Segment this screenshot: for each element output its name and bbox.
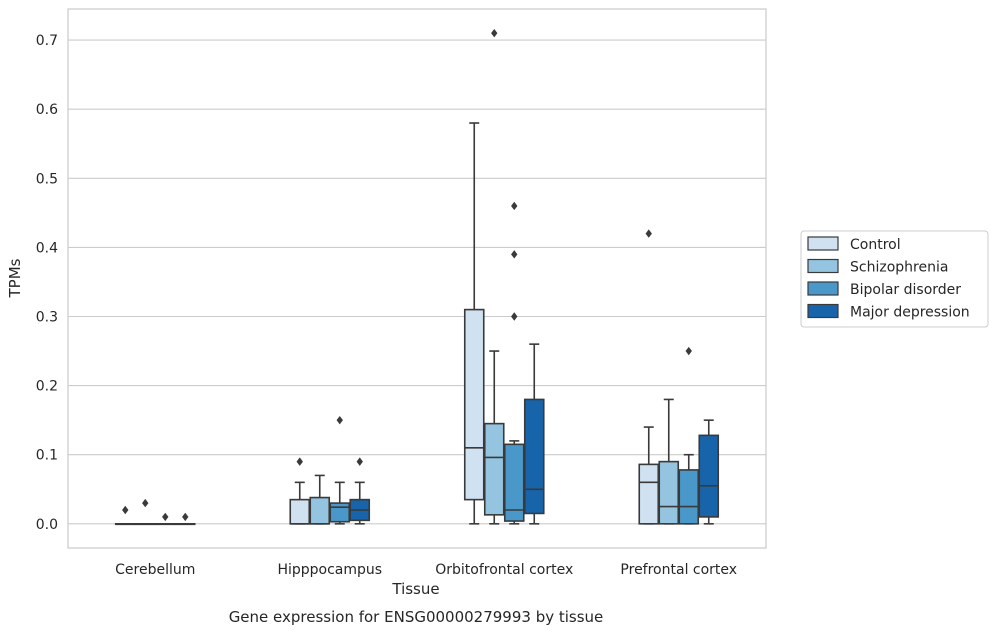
box-schizophrenia — [483, 28, 505, 525]
box-body — [503, 443, 525, 522]
box-body — [638, 463, 660, 525]
outlier-point — [296, 457, 303, 466]
outlier-point — [142, 498, 149, 508]
legend-label: Schizophrenia — [850, 260, 948, 276]
x-tick-labels: Cerebellum Hipppocampus Orbitofrontal cort… — [115, 562, 737, 578]
plot-frame — [67, 8, 767, 549]
outlier-point — [182, 512, 189, 522]
box-major-depression — [349, 457, 371, 525]
figure-caption: Gene expression for ENSG00000279993 by t… — [229, 608, 604, 626]
outlier-point — [511, 250, 518, 259]
outlier-point — [356, 457, 363, 466]
legend-swatch — [807, 236, 839, 251]
box-control — [463, 122, 485, 525]
y-tick-label: 0.4 — [36, 240, 58, 256]
outlier-point — [162, 512, 169, 522]
legend: Control Schizophrenia Bipolar disorder Majo… — [800, 230, 989, 328]
box-control — [114, 505, 136, 526]
box-control — [638, 229, 660, 525]
legend-label: Control — [850, 237, 901, 253]
outlier-point — [336, 415, 343, 425]
box-body — [309, 496, 331, 525]
box-bipolar-disorder — [503, 201, 525, 525]
outlier-point — [122, 505, 129, 515]
x-tick-label: Prefrontal cortex — [620, 562, 737, 578]
gridlines — [68, 39, 766, 525]
box-schizophrenia — [309, 474, 331, 525]
box-groups — [114, 28, 720, 526]
y-tick-label: 0.6 — [36, 102, 58, 118]
outlier-point — [685, 346, 692, 356]
y-tick-label: 0.5 — [36, 171, 58, 187]
box-major-depression — [174, 512, 196, 526]
box-control — [289, 457, 311, 525]
outlier-point — [491, 28, 498, 38]
box-body — [289, 498, 311, 525]
x-axis-label: Tissue — [391, 580, 439, 598]
y-tick-label: 0.2 — [36, 379, 58, 395]
box-body — [658, 460, 680, 525]
outlier-point — [511, 201, 518, 211]
box-bipolar-disorder — [154, 512, 176, 526]
box-body — [523, 398, 545, 515]
outlier-point — [511, 312, 518, 321]
box-major-depression — [523, 343, 545, 525]
box-bipolar-disorder — [678, 346, 700, 525]
y-tick-label: 0.3 — [36, 310, 58, 326]
box-body — [698, 434, 720, 518]
box-body — [678, 469, 700, 525]
legend-frame — [800, 230, 989, 328]
legend-label: Bipolar disorder — [850, 282, 961, 298]
legend-label: Major depression — [850, 305, 970, 321]
y-tick-labels: 0.0 0.1 0.2 0.3 0.4 0.5 0.6 0.7 — [36, 33, 58, 533]
x-tick-label: Cerebellum — [115, 562, 195, 578]
box-body — [329, 502, 351, 523]
x-tick-label: Hipppocampus — [277, 562, 382, 578]
y-tick-label: 0.0 — [36, 517, 58, 533]
box-schizophrenia — [134, 498, 156, 526]
legend-swatch — [807, 281, 839, 296]
box-major-depression — [698, 419, 720, 525]
box-bipolar-disorder — [329, 415, 351, 525]
box-schizophrenia — [658, 398, 680, 525]
x-tick-label: Orbitofrontal cortex — [435, 562, 573, 578]
box-body — [483, 422, 505, 516]
outlier-point — [645, 229, 652, 238]
box-body — [463, 308, 485, 501]
legend-swatch — [807, 303, 839, 319]
y-axis-label: TPMs — [6, 258, 24, 298]
legend-swatch — [807, 258, 839, 274]
y-tick-label: 0.1 — [36, 448, 58, 464]
y-tick-label: 0.7 — [36, 33, 58, 49]
